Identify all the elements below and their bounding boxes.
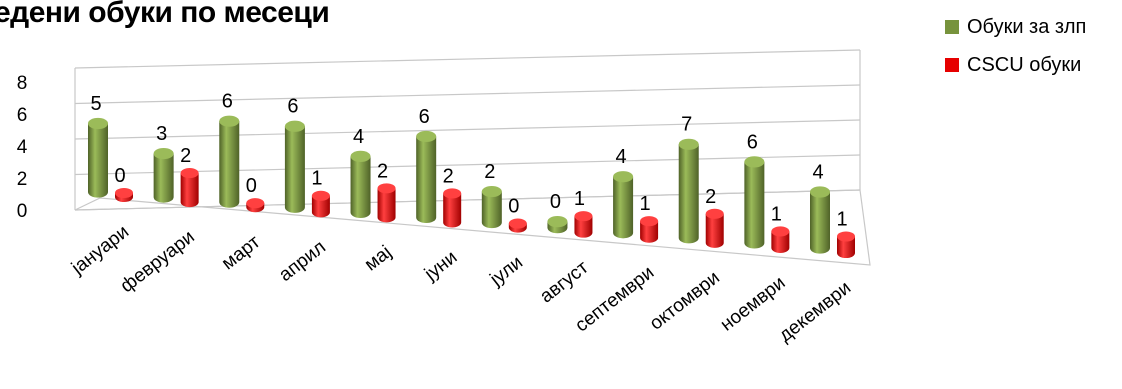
legend-swatch-red bbox=[945, 58, 959, 72]
bar-series1 bbox=[284, 120, 305, 213]
bar-series2 bbox=[837, 231, 855, 259]
data-label-series1: 6 bbox=[287, 96, 298, 118]
data-label-series2: 1 bbox=[836, 208, 847, 230]
data-label-series2: 2 bbox=[705, 186, 716, 208]
category-label: мај bbox=[361, 242, 396, 276]
legend-label-series2: CSCU обуки bbox=[967, 53, 1082, 76]
category-label: јуни bbox=[420, 247, 461, 286]
bar-series1 bbox=[416, 130, 437, 224]
bar-series1 bbox=[810, 186, 830, 254]
category-label: октомври bbox=[646, 267, 724, 334]
data-label-series2: 1 bbox=[640, 193, 651, 215]
data-label-series1: 4 bbox=[616, 146, 627, 168]
category-label: август bbox=[536, 257, 593, 308]
y-tick-label: 2 bbox=[17, 169, 28, 190]
bar-series2 bbox=[246, 198, 265, 213]
bar-series1 bbox=[613, 171, 634, 239]
gridline bbox=[74, 84, 861, 105]
bar-series2 bbox=[508, 218, 527, 233]
bar-series1 bbox=[481, 185, 502, 229]
y-tick-label: 8 bbox=[17, 73, 28, 94]
data-label-series1: 2 bbox=[484, 161, 495, 183]
category-label: јули bbox=[486, 252, 527, 291]
category-label: јануари bbox=[67, 221, 133, 279]
bar-series1 bbox=[350, 150, 371, 218]
data-label-series1: 0 bbox=[550, 191, 561, 213]
legend-label-series1: Обуки за злп bbox=[967, 15, 1087, 38]
chart-title: едени обуки по месеци bbox=[0, 0, 330, 29]
bar-series1 bbox=[744, 156, 765, 249]
y-tick-label: 0 bbox=[17, 201, 28, 222]
chart-floor bbox=[74, 189, 871, 266]
bar-series2 bbox=[640, 216, 659, 243]
data-label-series2: 1 bbox=[771, 203, 782, 225]
data-label-series1: 4 bbox=[353, 126, 364, 148]
data-label-series2: 0 bbox=[246, 175, 257, 197]
bar-series1 bbox=[547, 216, 568, 234]
data-label-series1: 6 bbox=[222, 91, 233, 113]
data-label-series2: 0 bbox=[114, 165, 125, 187]
data-label-series2: 1 bbox=[311, 168, 322, 190]
gridline bbox=[74, 119, 861, 140]
data-label-series1: 7 bbox=[681, 114, 692, 136]
bar-series1 bbox=[219, 115, 240, 208]
bar-series2 bbox=[311, 190, 330, 218]
data-label-series2: 0 bbox=[508, 196, 519, 218]
bar-series2 bbox=[443, 188, 462, 228]
y-tick-label: 4 bbox=[17, 137, 28, 158]
data-label-series1: 5 bbox=[90, 93, 101, 115]
data-label-series2: 1 bbox=[574, 188, 585, 210]
legend: Обуки за злп CSCU обуки bbox=[945, 12, 1086, 88]
legend-swatch-green bbox=[945, 20, 959, 34]
data-label-series1: 4 bbox=[812, 161, 823, 183]
data-label-series2: 2 bbox=[443, 165, 454, 187]
data-label-series2: 2 bbox=[180, 145, 191, 167]
y-tick-label: 6 bbox=[17, 105, 28, 126]
data-label-series1: 6 bbox=[747, 131, 758, 153]
bar-series1 bbox=[153, 147, 174, 203]
category-label: март bbox=[218, 231, 265, 274]
bar-series1 bbox=[678, 138, 699, 244]
gridline bbox=[74, 49, 861, 69]
bar-series2 bbox=[377, 183, 396, 223]
bar-series2 bbox=[771, 226, 790, 253]
bar-series2 bbox=[574, 211, 593, 238]
category-label: април bbox=[275, 237, 330, 286]
data-label-series1: 6 bbox=[419, 106, 430, 128]
data-label-series2: 2 bbox=[377, 160, 388, 182]
gridline bbox=[74, 154, 861, 176]
data-label-series1: 3 bbox=[156, 123, 167, 145]
legend-item-series1: Обуки за злп bbox=[945, 12, 1086, 42]
bar-series2 bbox=[180, 168, 199, 208]
bar-series1 bbox=[88, 117, 108, 198]
legend-item-series2: CSCU обуки bbox=[945, 50, 1086, 80]
bar-series2 bbox=[705, 208, 724, 248]
bar-series2 bbox=[115, 187, 133, 203]
